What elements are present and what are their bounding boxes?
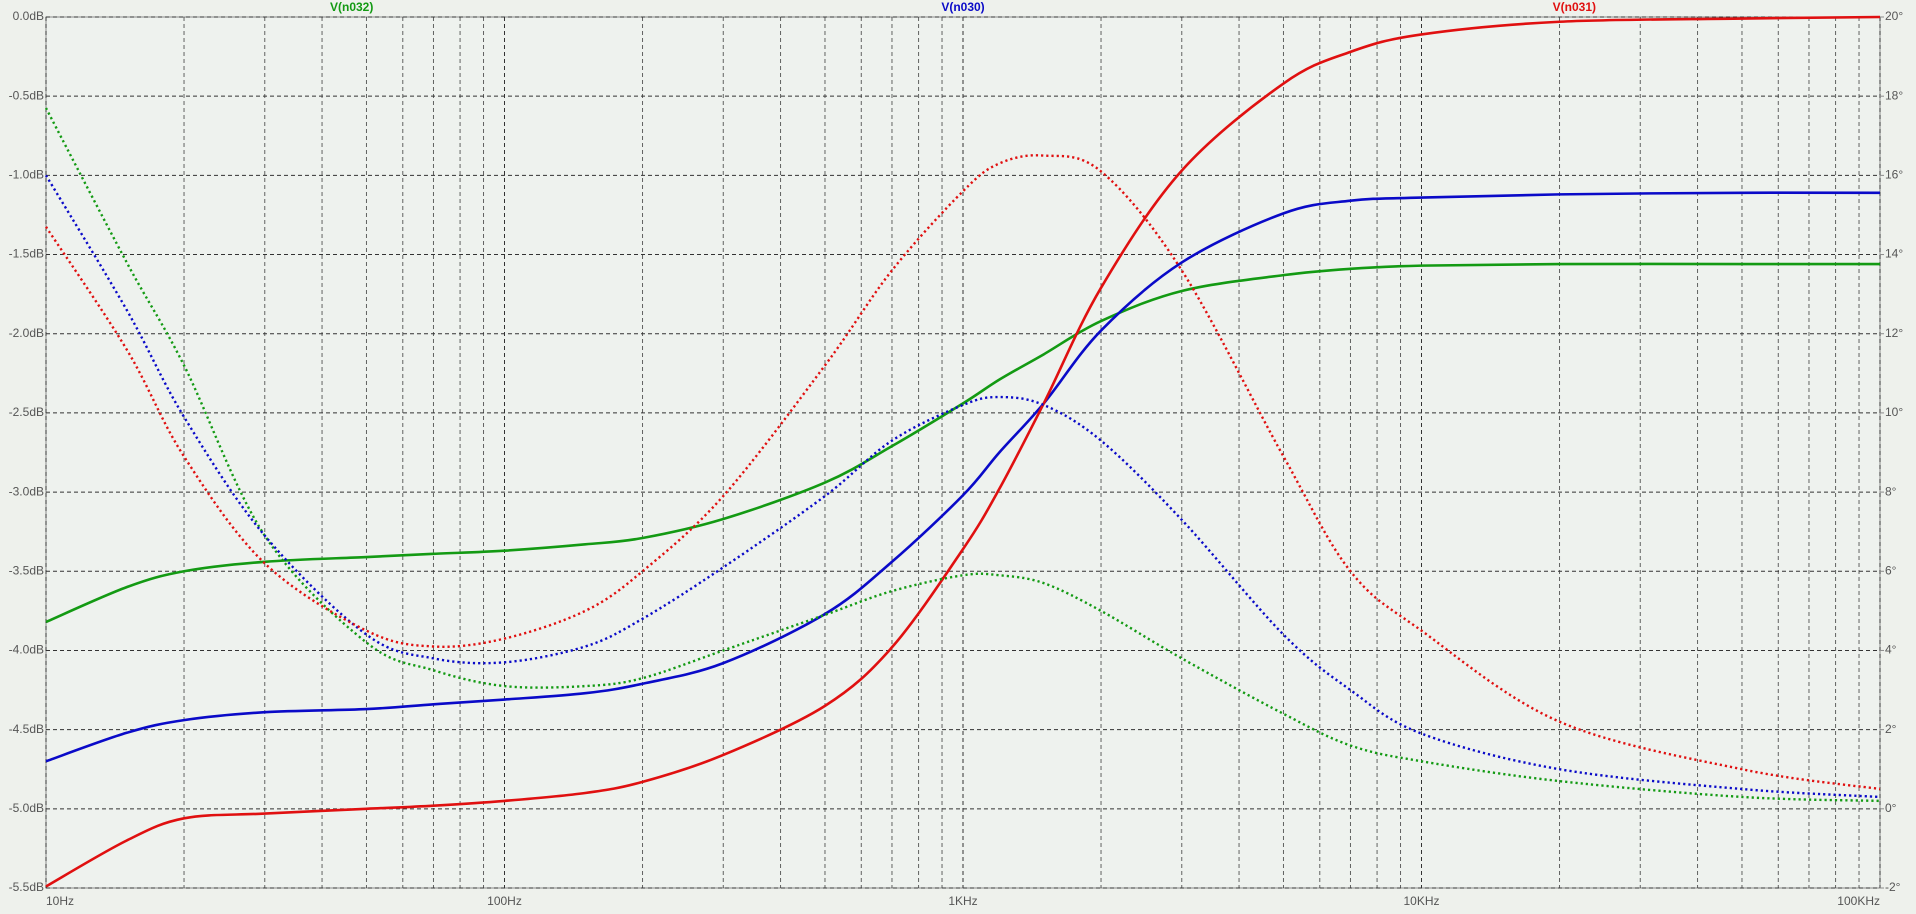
- y2-tick-label: 6°: [1885, 563, 1897, 577]
- x-tick-label: 10Hz: [46, 894, 74, 908]
- legend-label: V(n031): [1553, 0, 1596, 14]
- y2-tick-label: 8°: [1885, 484, 1897, 498]
- magnitude-line: [45, 15, 1881, 888]
- phase-line: [44, 154, 1881, 791]
- y-tick-label: 0.0dB: [13, 9, 44, 23]
- x-tick-label: 10KHz: [1403, 894, 1439, 908]
- y-tick-label: -5.5dB: [9, 880, 44, 894]
- y-tick-label: -4.5dB: [9, 722, 44, 736]
- y2-tick-label: 4°: [1885, 643, 1897, 657]
- x-tick-label: 1KHz: [948, 894, 977, 908]
- y2-tick-label: 0°: [1885, 801, 1897, 815]
- x-tick-label: 100KHz: [1837, 894, 1880, 908]
- y2-tick-label: 10°: [1885, 405, 1903, 419]
- y2-tick-label: -2°: [1885, 880, 1901, 894]
- legend-label: V(n032): [330, 0, 373, 14]
- magnitude-line: [45, 191, 1881, 763]
- y2-tick-label: 14°: [1885, 247, 1903, 261]
- y-tick-label: -1.5dB: [9, 247, 44, 261]
- magnitude-line: [45, 262, 1880, 624]
- y-tick-label: -1.0dB: [9, 168, 44, 182]
- y-tick-label: -2.5dB: [9, 405, 44, 419]
- y-tick-label: -3.5dB: [9, 563, 44, 577]
- y2-tick-label: 2°: [1885, 722, 1897, 736]
- y-tick-label: -3.0dB: [9, 484, 44, 498]
- y2-tick-label: 12°: [1885, 326, 1903, 340]
- y-tick-label: -4.0dB: [9, 643, 44, 657]
- y2-tick-label: 20°: [1885, 9, 1903, 23]
- y2-tick-label: 16°: [1885, 168, 1903, 182]
- phase-line: [44, 174, 1881, 799]
- y-tick-label: -5.0dB: [9, 801, 44, 815]
- y-tick-label: -2.0dB: [9, 326, 44, 340]
- y-tick-label: -0.5dB: [9, 88, 44, 102]
- y2-tick-label: 18°: [1885, 88, 1903, 102]
- x-tick-label: 100Hz: [487, 894, 522, 908]
- legend-label: V(n030): [941, 0, 984, 14]
